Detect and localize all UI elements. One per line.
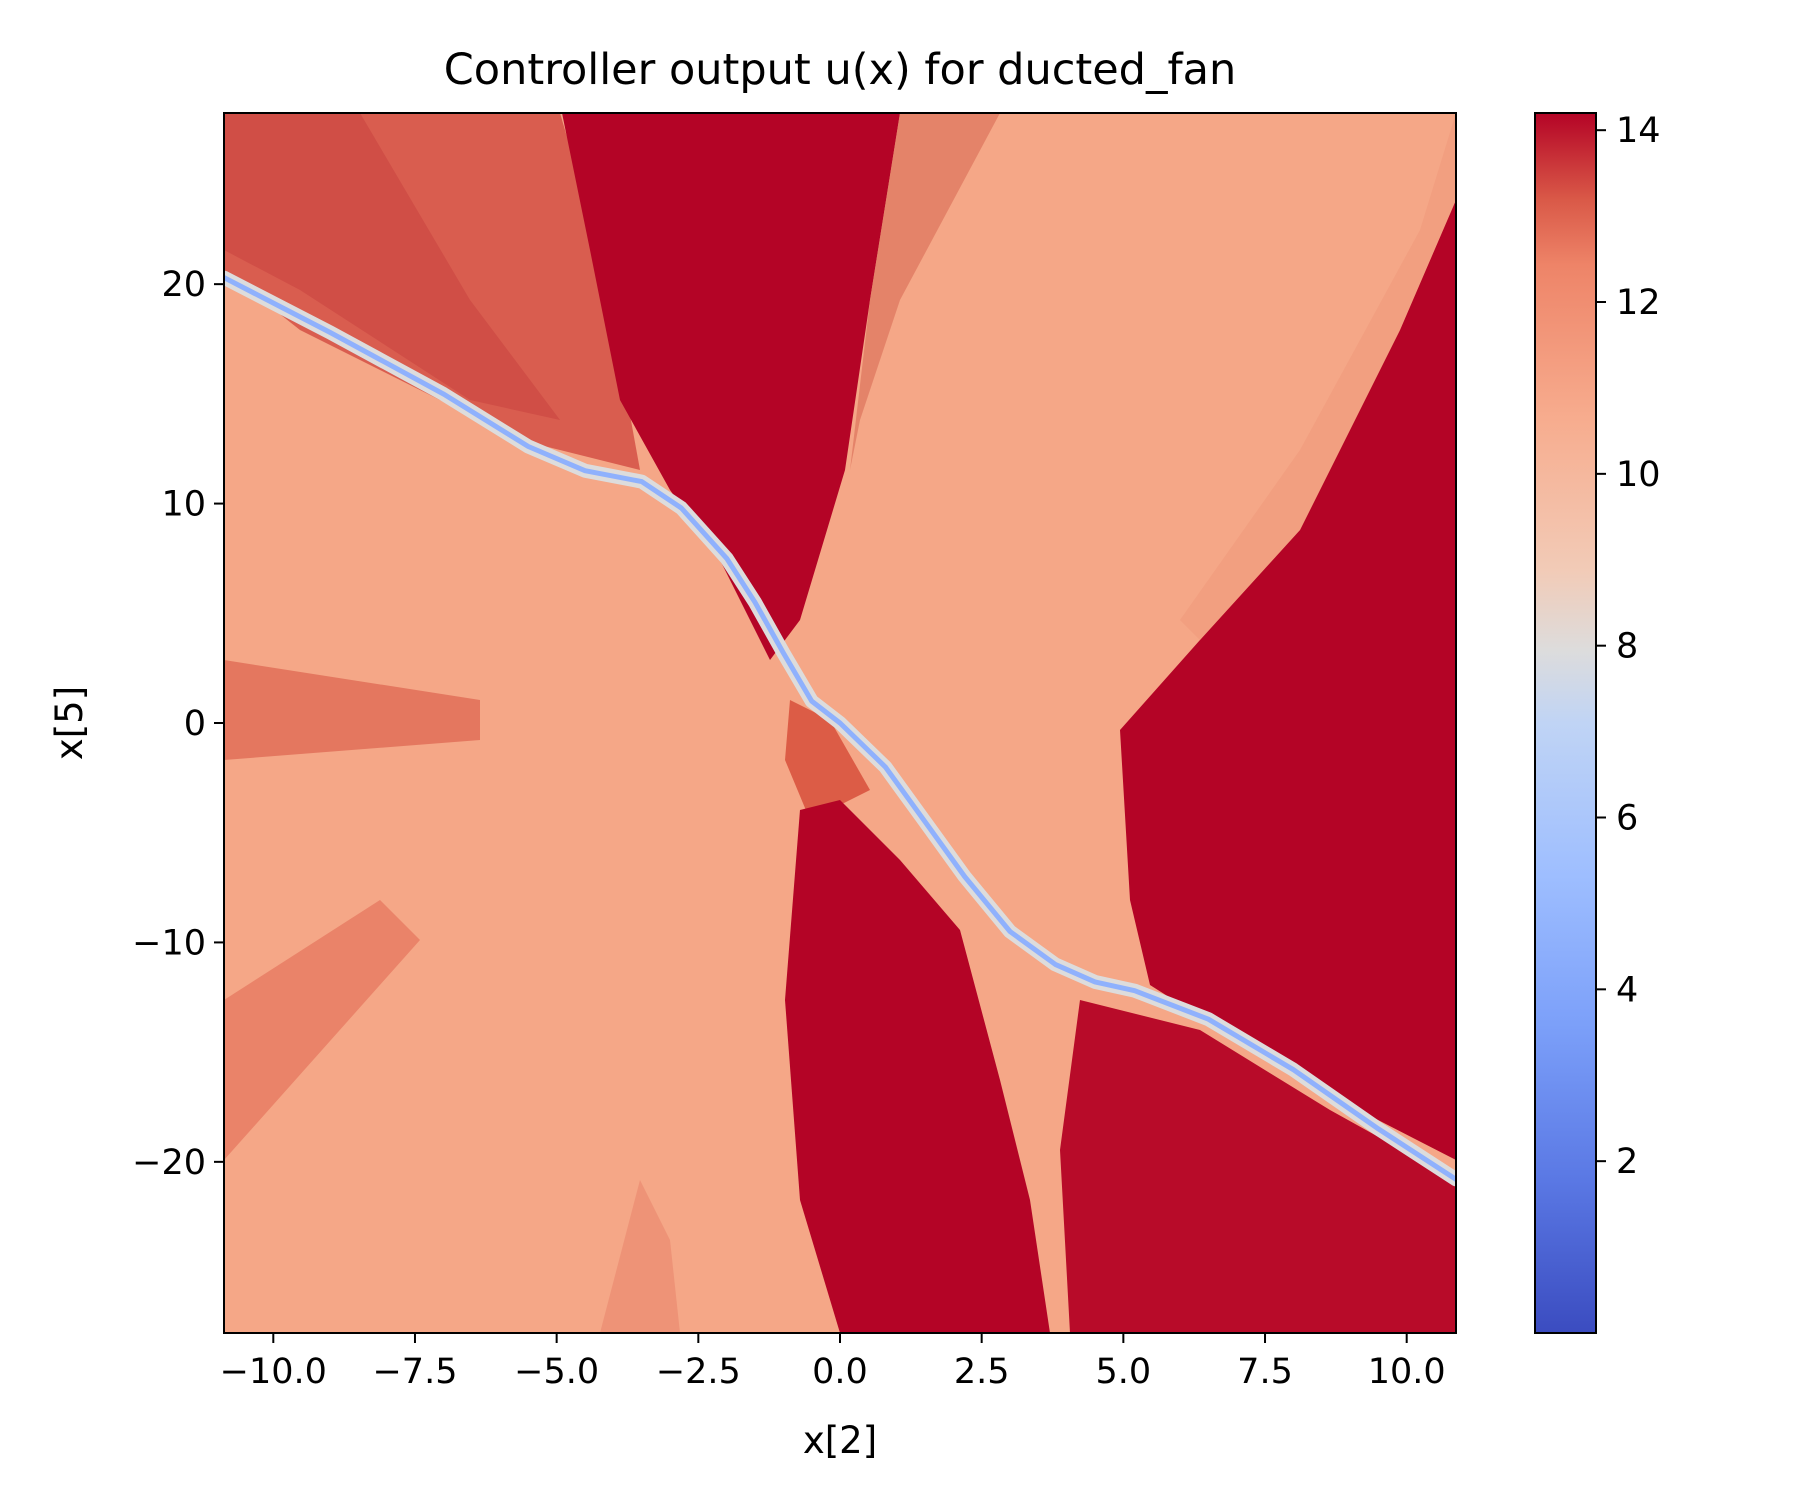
region-upper-center-fringe: [850, 113, 1000, 470]
x-tick-label: −10.0: [220, 1352, 327, 1392]
region-lower-right-saturated: [1060, 1000, 1456, 1333]
region-right-saturated: [1120, 200, 1456, 1160]
region-upper-center-saturated: [562, 113, 900, 660]
region-origin-lobe: [785, 700, 870, 820]
colorbar-tick-label: 6: [1616, 799, 1638, 839]
x-axis-ticks: −10.0 −7.5 −5.0 −2.5 0.0 2.5 5.0 7.5 10.0: [220, 1333, 1446, 1392]
region-left-middle-band: [224, 660, 480, 760]
colorbar-tick-label: 4: [1616, 970, 1638, 1010]
y-axis-label: x[5]: [48, 686, 91, 760]
colorbar-tick-label: 2: [1616, 1142, 1638, 1182]
x-tick-label: −5.0: [514, 1352, 599, 1392]
y-tick-label: −10: [132, 923, 206, 963]
region-right-fringe: [1180, 113, 1456, 640]
heatmap-area: [224, 113, 1456, 1333]
colorbar-tick-label: 14: [1616, 111, 1661, 151]
boundary-curve-core: [224, 275, 1456, 1182]
y-tick-label: 0: [184, 704, 206, 744]
x-tick-label: 0.0: [812, 1352, 868, 1392]
x-tick-label: 5.0: [1096, 1352, 1152, 1392]
y-axis-ticks: 20 10 0 −10 −20: [132, 265, 224, 1183]
x-tick-label: −2.5: [656, 1352, 741, 1392]
region-lower-bottom-wedge: [600, 1180, 680, 1333]
y-tick-label: 20: [161, 265, 206, 305]
x-tick-label: 2.5: [954, 1352, 1010, 1392]
colorbar: [1534, 112, 1597, 1334]
colorbar-tick-label: 8: [1616, 627, 1638, 667]
colorbar-tick-label: 10: [1616, 455, 1661, 495]
region-upper-left-band: [224, 113, 560, 420]
x-tick-label: −7.5: [372, 1352, 457, 1392]
y-tick-label: −20: [132, 1143, 206, 1183]
colorbar-ticks: 2 4 6 8 10 12 14: [1596, 111, 1661, 1182]
x-tick-label: 7.5: [1237, 1352, 1293, 1392]
y-tick-label: 10: [161, 485, 206, 525]
colorbar-tick-label: 12: [1616, 283, 1661, 323]
x-tick-label: 10.0: [1368, 1352, 1446, 1392]
chart-title: Controller output u(x) for ducted_fan: [444, 45, 1236, 95]
x-axis-label: x[2]: [803, 1419, 877, 1462]
region-lower-center-saturated: [785, 800, 1050, 1333]
region-lower-left-wedge: [224, 900, 420, 1160]
